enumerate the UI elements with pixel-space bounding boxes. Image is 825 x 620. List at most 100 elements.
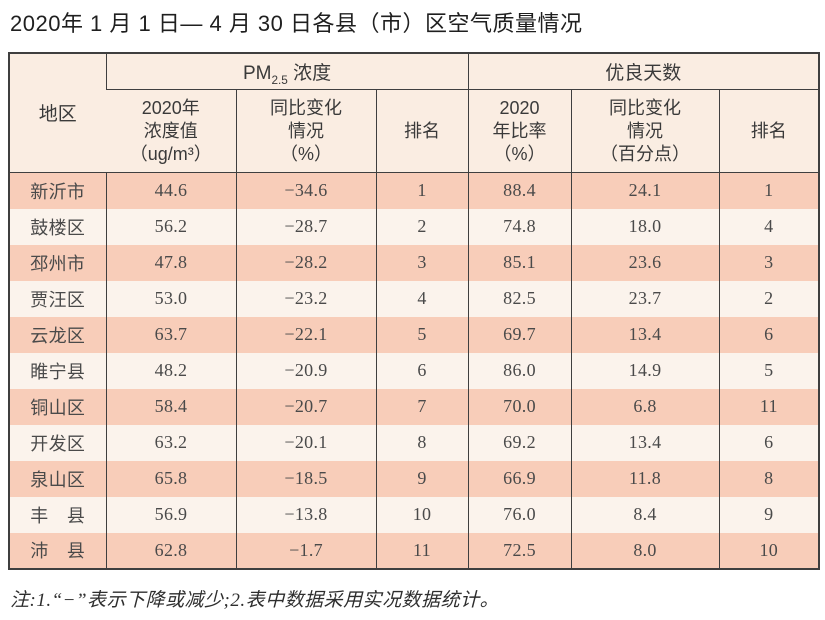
pm-change-cell: −20.7 xyxy=(235,388,376,425)
good-change-cell: 18.0 xyxy=(570,208,720,245)
header-group-row: 地区 PM2.5 浓度 优良天数 xyxy=(9,52,820,174)
column-header-good-rank: 排名 xyxy=(718,89,820,174)
table-row: 泉山区 65.8 −18.5 9 66.9 11.8 8 xyxy=(9,460,820,497)
column-header-pm-change: 同比变化 情况 （%） xyxy=(235,89,376,174)
pm-value-cell: 56.9 xyxy=(105,496,236,533)
pm-value-cell: 56.2 xyxy=(105,208,236,245)
pm-rank-cell: 3 xyxy=(375,244,469,281)
good-rate-cell: 76.0 xyxy=(467,496,572,533)
pm-value-cell: 48.2 xyxy=(105,352,236,389)
pm25-label-prefix: PM xyxy=(242,62,272,84)
table-header: 地区 PM2.5 浓度 优良天数 2020年 浓度值 （ug/m³） 同比变化 … xyxy=(9,52,820,174)
region-cell: 鼓楼区 xyxy=(30,217,86,238)
header-sub-row: 2020年 浓度值 （ug/m³） 同比变化 情况 （%） 排名 2020 年比… xyxy=(9,89,820,174)
pm-change-cell: −28.2 xyxy=(235,244,376,281)
table-row: 丰 县 56.9 −13.8 10 76.0 8.4 9 xyxy=(9,496,820,533)
pm-value-cell: 65.8 xyxy=(105,460,236,497)
good-rank-cell: 9 xyxy=(718,496,820,533)
column-header-good-change: 同比变化 情况 （百分点） xyxy=(570,89,720,174)
pm-change-cell: −23.2 xyxy=(235,280,376,317)
column-header-pm-value: 2020年 浓度值 （ug/m³） xyxy=(106,89,236,174)
table-row: 沛 县 62.8 −1.7 11 72.5 8.0 10 xyxy=(9,532,820,569)
pm-change-cell: −13.8 xyxy=(235,496,376,533)
good-rate-cell: 86.0 xyxy=(467,352,572,389)
good-change-cell: 11.8 xyxy=(570,460,720,497)
pm-value-cell: 44.6 xyxy=(105,172,236,209)
column-header-region: 地区 xyxy=(9,52,106,174)
pm-value-cell: 62.8 xyxy=(105,532,236,569)
pm-rank-cell: 9 xyxy=(375,460,469,497)
pm-rank-cell: 4 xyxy=(375,280,469,317)
page-title: 2020年 1 月 1 日— 4 月 30 日各县（市）区空气质量情况 xyxy=(10,11,583,36)
table-body: 新沂市 44.6 −34.6 1 88.4 24.1 1 鼓楼区 56.2 −2… xyxy=(9,172,820,569)
pm-change-cell: −1.7 xyxy=(235,532,376,569)
good-rank-cell: 6 xyxy=(718,424,820,461)
pm-change-cell: −20.9 xyxy=(235,352,376,389)
pm-rank-cell: 6 xyxy=(375,352,469,389)
good-change-cell: 14.9 xyxy=(570,352,720,389)
pm-value-cell: 53.0 xyxy=(105,280,236,317)
good-rank-cell: 5 xyxy=(718,352,820,389)
pm-rank-cell: 1 xyxy=(375,172,469,209)
region-cell: 沛 县 xyxy=(30,541,86,562)
region-cell: 泉山区 xyxy=(30,469,86,490)
pm-rank-cell: 8 xyxy=(375,424,469,461)
table-row: 鼓楼区 56.2 −28.7 2 74.8 18.0 4 xyxy=(9,208,820,245)
pm25-label-subscript: 2.5 xyxy=(271,73,288,87)
good-rank-cell: 3 xyxy=(718,244,820,281)
good-change-cell: 13.4 xyxy=(570,424,720,461)
region-cell: 开发区 xyxy=(30,433,86,454)
region-cell: 邳州市 xyxy=(30,253,86,274)
good-rate-cell: 69.2 xyxy=(467,424,572,461)
footnote: 注:1.“−”表示下降或减少;2.表中数据采用实况数据统计。 xyxy=(10,589,500,611)
good-rate-cell: 69.7 xyxy=(467,316,572,353)
good-rate-cell: 66.9 xyxy=(467,460,572,497)
column-header-pm-rank: 排名 xyxy=(375,89,469,174)
good-rate-cell: 85.1 xyxy=(467,244,572,281)
table-row: 云龙区 63.7 −22.1 5 69.7 13.4 6 xyxy=(9,316,820,353)
table-row: 邳州市 47.8 −28.2 3 85.1 23.6 3 xyxy=(9,244,820,281)
good-change-cell: 8.4 xyxy=(570,496,720,533)
good-rate-cell: 70.0 xyxy=(467,388,572,425)
region-cell: 睢宁县 xyxy=(30,361,86,382)
column-header-good-rate: 2020 年比率 （%） xyxy=(467,89,572,174)
pm-value-cell: 63.7 xyxy=(105,316,236,353)
good-rank-cell: 8 xyxy=(718,460,820,497)
good-rate-cell: 88.4 xyxy=(467,172,572,209)
good-change-cell: 13.4 xyxy=(570,316,720,353)
air-quality-table: 地区 PM2.5 浓度 优良天数 2020年 浓度值 （ug/m³） 同比变化 … xyxy=(8,51,821,570)
good-rank-cell: 1 xyxy=(718,172,820,209)
pm-rank-cell: 10 xyxy=(375,496,469,533)
pm-value-cell: 63.2 xyxy=(105,424,236,461)
good-rank-cell: 11 xyxy=(718,388,820,425)
pm-change-cell: −18.5 xyxy=(235,460,376,497)
good-change-cell: 24.1 xyxy=(570,172,720,209)
region-cell: 云龙区 xyxy=(30,325,86,346)
good-rate-cell: 72.5 xyxy=(467,532,572,569)
good-change-cell: 23.6 xyxy=(570,244,720,281)
pm-change-cell: −34.6 xyxy=(235,172,376,209)
pm-value-cell: 47.8 xyxy=(105,244,236,281)
pm-rank-cell: 7 xyxy=(375,388,469,425)
good-rank-cell: 10 xyxy=(718,532,820,569)
pm25-label-suffix: 浓度 xyxy=(287,62,332,84)
column-group-good-days: 优良天数 xyxy=(467,52,820,91)
pm-rank-cell: 11 xyxy=(375,532,469,569)
good-rate-cell: 82.5 xyxy=(467,280,572,317)
good-rank-cell: 4 xyxy=(718,208,820,245)
region-cell: 丰 县 xyxy=(30,505,86,526)
good-change-cell: 6.8 xyxy=(570,388,720,425)
region-cell: 铜山区 xyxy=(30,397,86,418)
region-cell: 新沂市 xyxy=(30,181,86,202)
pm-change-cell: −22.1 xyxy=(235,316,376,353)
good-rank-cell: 2 xyxy=(718,280,820,317)
pm-value-cell: 58.4 xyxy=(105,388,236,425)
table-row: 开发区 63.2 −20.1 8 69.2 13.4 6 xyxy=(9,424,820,461)
good-rate-cell: 74.8 xyxy=(467,208,572,245)
pm-rank-cell: 2 xyxy=(375,208,469,245)
table-row: 贾汪区 53.0 −23.2 4 82.5 23.7 2 xyxy=(9,280,820,317)
pm-rank-cell: 5 xyxy=(375,316,469,353)
region-cell: 贾汪区 xyxy=(30,289,86,310)
table-row: 睢宁县 48.2 −20.9 6 86.0 14.9 5 xyxy=(9,352,820,389)
